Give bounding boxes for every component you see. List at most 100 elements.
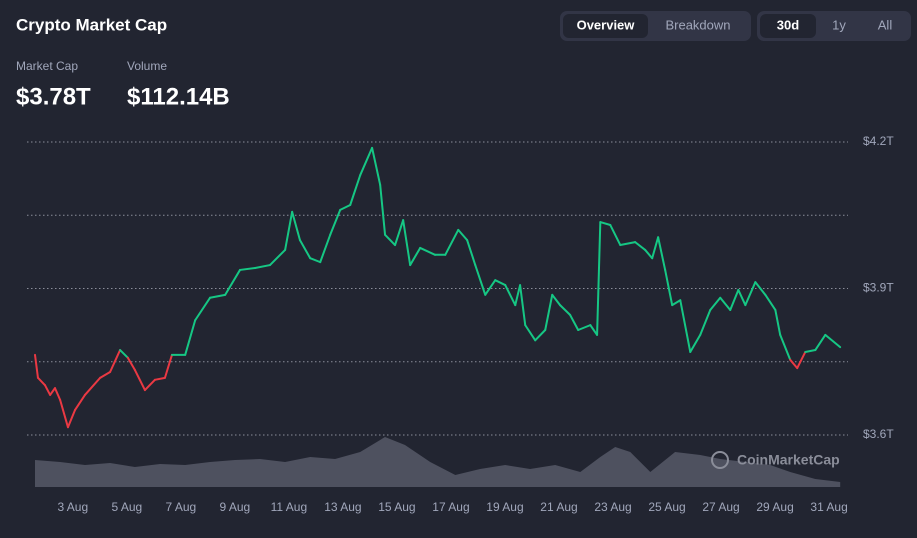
stat-label: Market Cap [16,59,78,73]
price-line-segment [153,376,166,381]
price-line-segment [119,349,129,359]
price-line-segment [402,219,412,267]
price-line-segment [737,288,747,307]
toggle-label[interactable]: 30d [777,17,799,32]
price-line-segment [754,281,767,296]
x-tick-label: 25 Aug [648,500,685,514]
toggle-label[interactable]: Overview [577,17,636,32]
price-line-segment [534,329,547,342]
price-line-segment [394,219,405,247]
x-tick-label: 21 Aug [540,500,577,514]
price-line-segment [298,239,312,260]
x-tick-label: 7 Aug [166,500,197,514]
price-line-segment [143,378,156,392]
toggle-button[interactable]: Overview [563,14,648,38]
price-line-segment [349,174,362,206]
price-line-segment [651,236,660,260]
price-line-segment [779,333,792,361]
price-line-segment [774,308,782,336]
price-line-segment [466,239,477,267]
y-tick-label: $3.9T [863,281,894,295]
toggle-label[interactable]: All [878,17,893,32]
price-line-segment [514,284,522,307]
price-line-segment [494,279,507,287]
price-line-segment [384,233,397,247]
x-tick-label: 19 Aug [486,500,523,514]
stat-value: $112.14B [127,83,230,110]
price-line-segment [457,228,469,242]
price-line-segment [66,409,76,429]
toggle-button[interactable]: 1y [832,17,846,32]
chart-title: Crypto Market Cap [16,15,167,34]
price-line-segment [339,203,352,211]
price-line-segment [133,369,146,392]
price-line-segment [43,384,52,396]
price-line-segment [544,293,554,332]
price-line-segment [664,268,674,307]
price-line-segment [53,387,62,401]
price-line-segment [569,313,580,332]
price-line-segment [268,248,287,267]
watermark: CoinMarketCap [711,451,840,469]
price-line-segment [559,304,572,316]
price-line-segment [126,356,136,372]
x-tick-label: 17 Aug [432,500,469,514]
watermark-logo [711,451,729,469]
price-line-segment [824,333,842,349]
x-tick-label: 31 Aug [810,500,847,514]
price-line-segment [484,279,497,296]
price-line-segment [764,293,777,311]
price-line-segment [599,221,612,227]
y-tick-label: $4.2T [863,134,894,148]
x-tick-label: 11 Aug [271,500,307,514]
x-tick-label: 13 Aug [324,500,361,514]
price-line-segment [671,299,682,307]
price-line-segment [524,324,537,342]
price-line-segment [504,284,517,307]
price-line-segment [679,299,692,353]
toggle-label[interactable]: 1y [832,17,846,32]
toggle-button[interactable]: 30d [760,14,816,38]
price-line-segment [596,221,602,336]
x-tick-label: 27 Aug [702,500,739,514]
price-line-segment [634,241,647,251]
price-line-segment [309,257,322,264]
price-line-segment [689,333,702,353]
price-line-segment [419,246,437,256]
price-line-segment [254,264,271,269]
price-line-segment [49,387,56,396]
stat-label: Volume [127,59,167,73]
price-line-segment [644,248,654,260]
price-line-segment [589,324,599,336]
price-line-segment [163,353,173,379]
price-line-segment [371,146,382,186]
price-line-segment [239,266,257,271]
x-tick-label: 9 Aug [220,500,251,514]
price-line-segment [796,350,807,370]
toggle-label[interactable]: Breakdown [665,17,730,32]
price-line-segment [59,398,69,429]
price-line-segment [34,353,39,379]
price-line-segment [709,296,722,311]
price-line-segment [99,371,112,379]
price-line-segment [551,293,562,307]
watermark-text: CoinMarketCap [737,452,840,468]
toggle-button[interactable]: Breakdown [665,17,730,32]
price-line-segment [814,333,827,352]
toggle-active-bg [563,14,648,38]
price-line-segment [359,146,374,177]
toggle-button[interactable]: All [878,17,893,32]
price-line-segment [319,233,332,264]
volume-area [35,437,841,487]
price-line-segment [83,376,102,396]
price-line-segment [804,349,817,353]
price-line-segment [474,264,487,296]
x-tick-label: 29 Aug [756,500,793,514]
x-tick-label: 15 Aug [378,500,415,514]
price-line-segment [699,308,712,336]
x-tick-label: 23 Aug [594,500,631,514]
price-line-segment [609,224,622,247]
toggle-active-bg [760,14,816,38]
price-line-segment [379,183,387,236]
